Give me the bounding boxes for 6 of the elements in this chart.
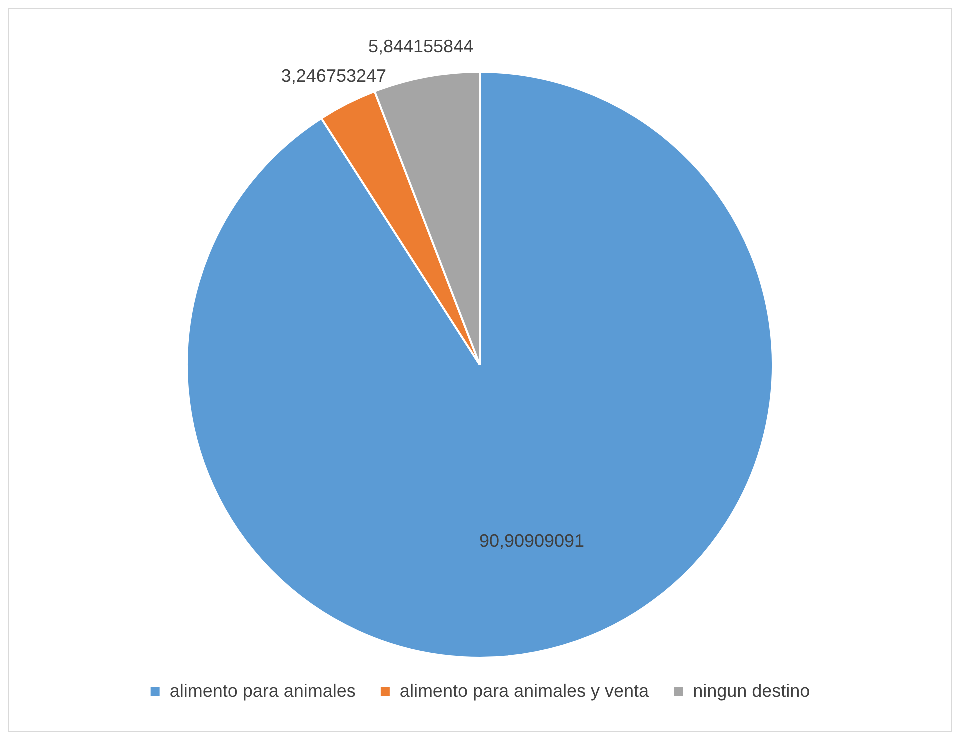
legend-label: alimento para animales [170, 680, 356, 701]
data-label: 3,246753247 [281, 66, 387, 86]
data-label: 90,90909091 [479, 531, 585, 552]
legend-label: ningun destino [693, 680, 810, 701]
legend-label: alimento para animales y venta [400, 680, 650, 701]
data-label: 5,844155844 [368, 36, 474, 56]
